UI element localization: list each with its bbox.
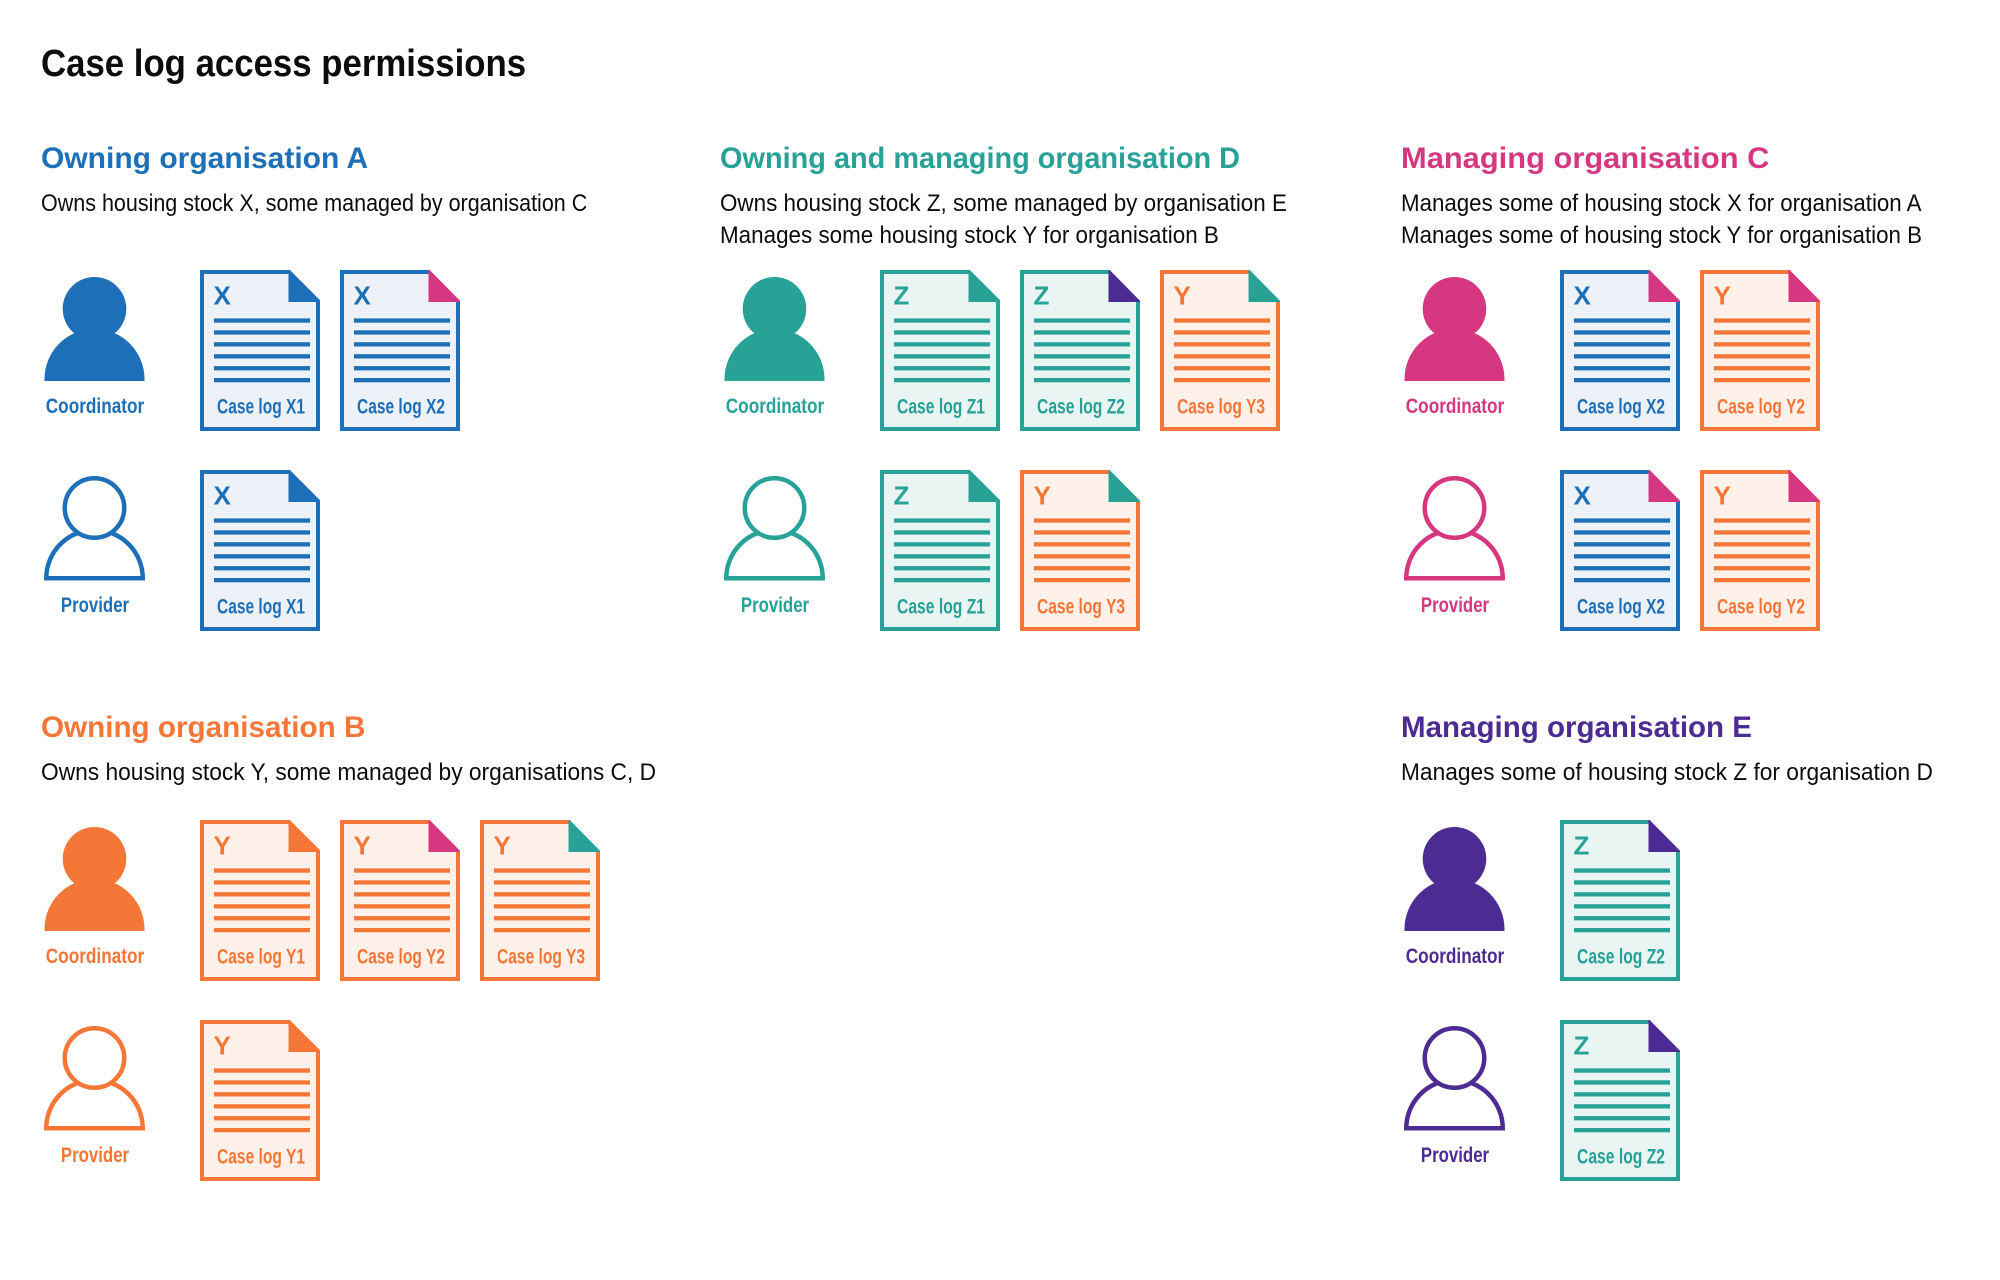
svg-text:Y: Y: [1034, 481, 1051, 511]
svg-text:Z: Z: [1034, 281, 1050, 311]
svg-text:Case log X2: Case log X2: [1577, 395, 1665, 418]
svg-text:Case log Y1: Case log Y1: [217, 1145, 305, 1168]
svg-text:Z: Z: [1574, 1031, 1590, 1061]
svg-text:Case log Z2: Case log Z2: [1577, 1145, 1665, 1168]
svg-text:Y: Y: [354, 831, 371, 861]
svg-text:X: X: [354, 281, 372, 311]
svg-text:Case log Y2: Case log Y2: [1717, 595, 1805, 618]
svg-text:Z: Z: [1574, 831, 1590, 861]
svg-text:Case log Z2: Case log Z2: [1577, 945, 1665, 968]
svg-text:Y: Y: [1714, 281, 1731, 311]
svg-text:Case log Z2: Case log Z2: [1037, 395, 1125, 418]
svg-text:X: X: [214, 281, 232, 311]
svg-text:Case log Y3: Case log Y3: [497, 945, 585, 968]
svg-text:Case log X2: Case log X2: [357, 395, 445, 418]
svg-text:Z: Z: [894, 281, 910, 311]
svg-text:Y: Y: [214, 1031, 231, 1061]
svg-text:Y: Y: [1174, 281, 1191, 311]
svg-text:X: X: [1574, 281, 1592, 311]
svg-text:X: X: [1574, 481, 1592, 511]
svg-text:Case log Y3: Case log Y3: [1177, 395, 1265, 418]
svg-text:X: X: [214, 481, 232, 511]
svg-text:Case log Y1: Case log Y1: [217, 945, 305, 968]
svg-text:Y: Y: [1714, 481, 1731, 511]
svg-text:Case log X1: Case log X1: [217, 595, 305, 618]
svg-text:Case log Y3: Case log Y3: [1037, 595, 1125, 618]
svg-text:Case log Z1: Case log Z1: [897, 595, 985, 618]
svg-text:Case log Y2: Case log Y2: [1717, 395, 1805, 418]
svg-text:Case log X2: Case log X2: [1577, 595, 1665, 618]
svg-text:Z: Z: [894, 481, 910, 511]
svg-text:Case log Y2: Case log Y2: [357, 945, 445, 968]
svg-text:Y: Y: [494, 831, 511, 861]
svg-text:Case log X1: Case log X1: [217, 395, 305, 418]
svg-text:Y: Y: [214, 831, 231, 861]
svg-text:Case log Z1: Case log Z1: [897, 395, 985, 418]
